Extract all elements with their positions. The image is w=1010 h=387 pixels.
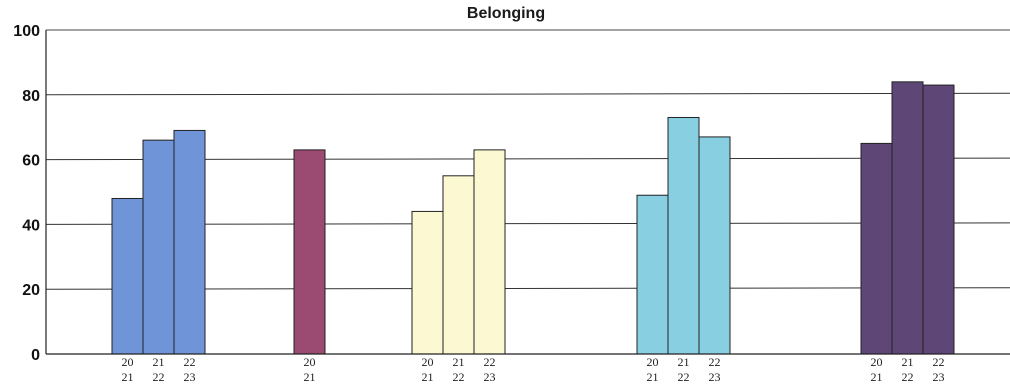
- x-tick-label-top: 22: [484, 355, 496, 369]
- bar: [891, 81, 924, 355]
- x-tick-label-top: 21: [153, 355, 165, 369]
- bar: [142, 139, 175, 355]
- y-axis: 0 20 40 60 80 100: [13, 23, 40, 364]
- x-tick-label-top: 20: [871, 355, 883, 369]
- bar: [173, 129, 206, 355]
- bar: [293, 149, 326, 355]
- bar: [698, 136, 731, 355]
- gridline: [45, 92, 1010, 96]
- y-tick-label: 20: [22, 282, 40, 299]
- x-tick-labels: 2021212222232021202121222223202121222223…: [122, 355, 945, 384]
- x-tick-label-top: 20: [422, 355, 434, 369]
- x-tick-label-bottom: 22: [153, 370, 165, 384]
- x-tick-label-top: 21: [453, 355, 465, 369]
- bar: [922, 84, 955, 355]
- gridline: [45, 287, 1010, 290]
- x-tick-label-bottom: 21: [122, 370, 134, 384]
- x-tick-label-bottom: 22: [453, 370, 465, 384]
- gridline: [45, 157, 1010, 161]
- bar: [442, 175, 475, 355]
- x-tick-label-top: 22: [709, 355, 721, 369]
- bar: [636, 194, 669, 355]
- gridlines: [45, 92, 1010, 290]
- y-tick-label: 40: [22, 217, 40, 234]
- x-tick-label-top: 21: [902, 355, 914, 369]
- x-tick-label-bottom: 21: [422, 370, 434, 384]
- x-tick-label-top: 22: [184, 355, 196, 369]
- bar: [473, 149, 506, 355]
- y-tick-label: 80: [22, 88, 40, 105]
- x-tick-label-bottom: 21: [304, 370, 316, 384]
- x-tick-label-bottom: 23: [484, 370, 496, 384]
- chart-title: Belonging: [467, 5, 545, 22]
- x-tick-label-top: 21: [678, 355, 690, 369]
- bar: [667, 116, 700, 355]
- bar: [411, 210, 444, 355]
- x-tick-label-bottom: 23: [709, 370, 721, 384]
- x-tick-label-bottom: 21: [871, 370, 883, 384]
- x-tick-label-bottom: 23: [184, 370, 196, 384]
- x-tick-label-top: 22: [933, 355, 945, 369]
- x-tick-label-top: 20: [304, 355, 316, 369]
- y-tick-label: 0: [31, 347, 40, 364]
- bar: [860, 142, 893, 355]
- x-tick-label-bottom: 22: [902, 370, 914, 384]
- x-tick-label-bottom: 22: [678, 370, 690, 384]
- gridline: [45, 222, 1010, 225]
- y-tick-label: 60: [22, 153, 40, 170]
- y-tick-label: 100: [13, 23, 40, 40]
- x-tick-label-bottom: 21: [647, 370, 659, 384]
- bars: [111, 81, 955, 355]
- x-tick-label-top: 20: [647, 355, 659, 369]
- x-tick-label-bottom: 23: [933, 370, 945, 384]
- x-tick-label-top: 20: [122, 355, 134, 369]
- bar: [111, 197, 144, 355]
